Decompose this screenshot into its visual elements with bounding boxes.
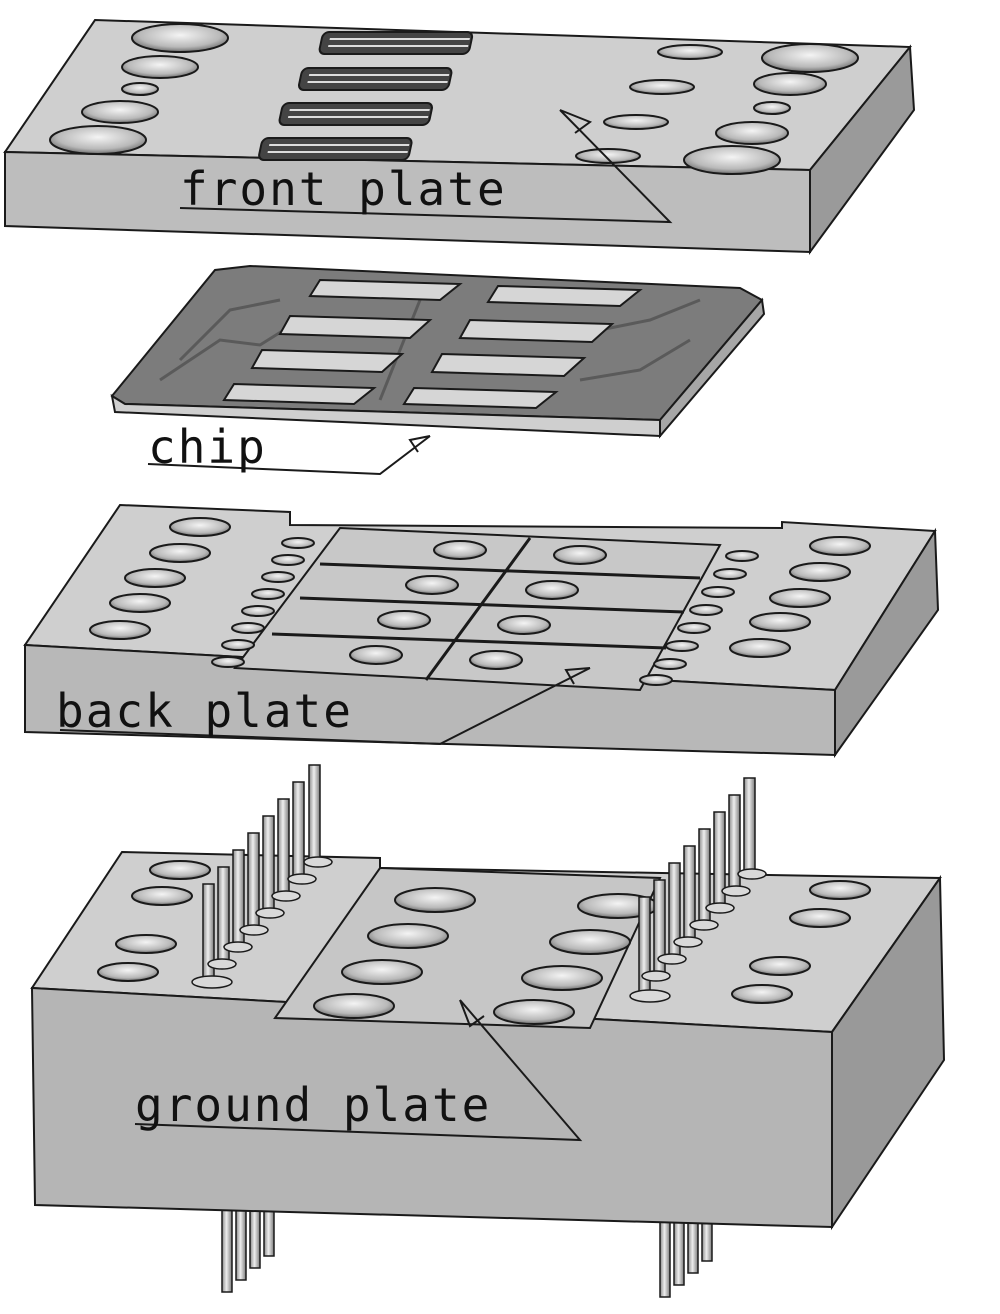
ground-plate-bottom-pins [221, 1189, 713, 1298]
front-plate-slots [258, 31, 474, 161]
ground-plate-top-pins-left [191, 764, 333, 989]
front-plate-label: front plate [180, 162, 507, 216]
back-plate-holes [89, 517, 871, 670]
ground-plate-label: ground plate [135, 1078, 492, 1132]
chip-pads [222, 278, 643, 410]
back-plate-label: back plate [56, 684, 353, 738]
ground-plate-top-pins-right [629, 777, 767, 1003]
chip-side-edge [659, 297, 766, 439]
ground-plate-holes [97, 860, 871, 1025]
chip [110, 264, 766, 476]
back-plate [23, 503, 940, 759]
chip-arrow [147, 435, 431, 476]
back-plate-side-face [834, 527, 940, 759]
front-plate-side-face [809, 44, 916, 256]
ground-plate [30, 764, 946, 1298]
ground-plate-arrow [134, 999, 583, 1142]
back-plate-arrow [59, 667, 591, 746]
front-plate [3, 18, 916, 256]
front-plate-holes [49, 23, 859, 175]
chip-label: chip [148, 420, 267, 474]
front-plate-arrow [179, 109, 673, 224]
ground-plate-side-face [831, 874, 946, 1231]
